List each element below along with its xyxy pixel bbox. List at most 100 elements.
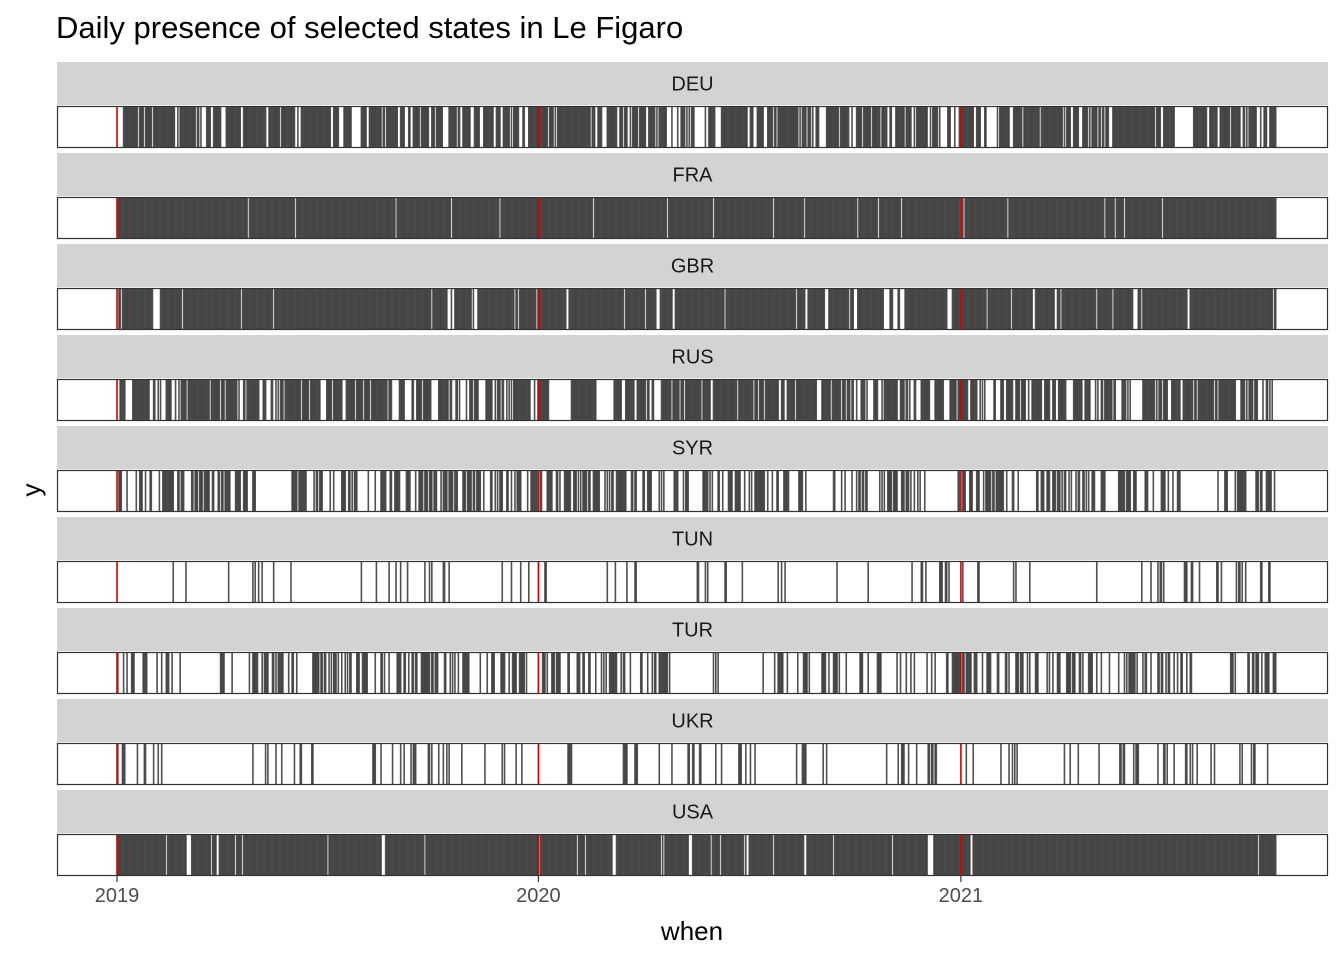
- presence-mark: [682, 197, 685, 239]
- presence-mark: [403, 743, 405, 785]
- presence-mark: [1272, 106, 1275, 148]
- presence-mark: [936, 288, 939, 330]
- presence-mark: [1166, 379, 1168, 421]
- presence-mark: [884, 197, 887, 239]
- presence-mark: [399, 834, 402, 876]
- presence-mark: [514, 652, 516, 694]
- presence-mark: [257, 561, 260, 603]
- presence-mark: [428, 470, 431, 512]
- presence-mark: [756, 834, 759, 876]
- presence-mark: [562, 197, 565, 239]
- presence-mark: [1005, 652, 1008, 694]
- presence-mark: [577, 197, 580, 239]
- presence-mark: [1184, 743, 1187, 785]
- presence-mark: [1176, 197, 1179, 239]
- presence-mark: [833, 379, 836, 421]
- presence-mark: [768, 379, 770, 421]
- facet-deu: DEU: [56, 62, 1329, 149]
- presence-mark: [381, 470, 383, 512]
- presence-mark: [443, 288, 446, 330]
- presence-mark: [325, 834, 328, 876]
- presence-mark: [579, 106, 582, 148]
- presence-mark: [780, 561, 783, 603]
- presence-mark: [147, 106, 149, 148]
- presence-mark: [1059, 197, 1061, 239]
- presence-mark: [801, 834, 804, 876]
- presence-mark: [1020, 288, 1023, 330]
- presence-mark: [301, 379, 304, 421]
- presence-mark: [569, 106, 572, 148]
- presence-mark: [316, 652, 319, 694]
- presence-mark: [798, 288, 800, 330]
- presence-mark: [1114, 288, 1117, 330]
- presence-mark: [731, 288, 733, 330]
- presence-mark: [1251, 106, 1254, 148]
- presence-mark: [470, 197, 472, 239]
- presence-mark: [491, 197, 493, 239]
- presence-mark: [185, 561, 187, 603]
- presence-mark: [897, 197, 900, 239]
- presence-mark: [1106, 106, 1108, 148]
- presence-mark: [225, 288, 228, 330]
- presence-mark: [419, 288, 422, 330]
- presence-mark: [558, 652, 560, 694]
- presence-mark: [427, 106, 430, 148]
- presence-mark: [314, 288, 317, 330]
- barcode-marks: [117, 834, 1277, 876]
- presence-mark: [867, 652, 869, 694]
- presence-mark: [489, 288, 492, 330]
- presence-mark: [397, 470, 400, 512]
- presence-mark: [624, 197, 627, 239]
- presence-mark: [390, 288, 393, 330]
- presence-mark: [1252, 197, 1255, 239]
- presence-mark: [164, 197, 166, 239]
- presence-mark: [514, 379, 516, 421]
- presence-mark: [248, 834, 251, 876]
- barcode-marks: [118, 288, 1277, 330]
- presence-mark: [570, 106, 573, 148]
- presence-mark: [691, 834, 694, 876]
- presence-mark: [806, 652, 808, 694]
- presence-mark: [1151, 106, 1153, 148]
- presence-mark: [245, 470, 247, 512]
- presence-mark: [779, 197, 782, 239]
- presence-mark: [906, 379, 909, 421]
- presence-mark: [495, 197, 498, 239]
- presence-mark: [636, 379, 639, 421]
- presence-mark: [471, 197, 474, 239]
- presence-mark: [1077, 106, 1080, 148]
- presence-mark: [1269, 288, 1271, 330]
- presence-mark: [1164, 743, 1166, 785]
- presence-mark: [661, 288, 664, 330]
- presence-mark: [1049, 197, 1052, 239]
- presence-mark: [1205, 106, 1208, 148]
- presence-mark: [280, 743, 283, 785]
- presence-mark: [1166, 106, 1168, 148]
- presence-mark: [1219, 197, 1222, 239]
- presence-mark: [721, 197, 724, 239]
- presence-mark: [149, 470, 151, 512]
- presence-mark: [790, 834, 792, 876]
- presence-mark: [1033, 106, 1036, 148]
- presence-mark: [457, 106, 460, 148]
- presence-mark: [442, 470, 445, 512]
- presence-mark: [422, 834, 425, 876]
- presence-mark: [583, 197, 586, 239]
- presence-mark: [462, 834, 464, 876]
- presence-mark: [952, 288, 955, 330]
- presence-mark: [738, 197, 740, 239]
- presence-mark: [372, 379, 374, 421]
- presence-mark: [1184, 561, 1187, 603]
- presence-mark: [1263, 197, 1265, 239]
- presence-mark: [1061, 106, 1063, 148]
- presence-mark: [1134, 470, 1136, 512]
- presence-mark: [1131, 106, 1134, 148]
- presence-mark: [394, 197, 396, 239]
- presence-mark: [421, 470, 424, 512]
- presence-mark: [791, 288, 793, 330]
- presence-mark: [349, 197, 351, 239]
- presence-mark: [775, 106, 777, 148]
- presence-mark: [1065, 652, 1068, 694]
- presence-mark: [708, 288, 710, 330]
- presence-mark: [1011, 197, 1014, 239]
